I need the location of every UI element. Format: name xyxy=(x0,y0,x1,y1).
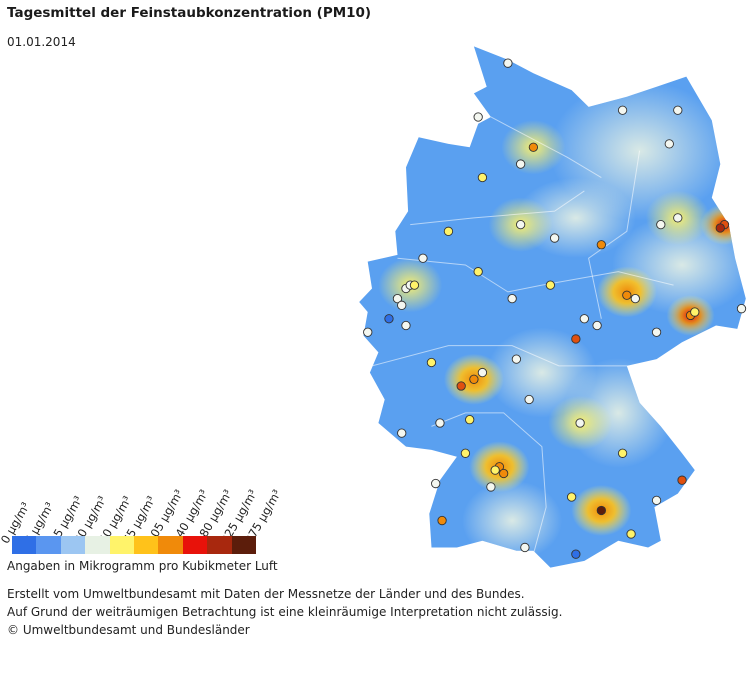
measuring-station xyxy=(515,159,526,169)
measuring-station xyxy=(384,314,394,324)
low-concentration-area xyxy=(462,480,563,561)
measuring-station xyxy=(673,213,683,223)
measuring-station xyxy=(545,280,556,290)
measuring-station xyxy=(592,320,602,331)
measuring-station xyxy=(401,320,411,331)
measuring-station xyxy=(524,394,534,405)
measuring-station xyxy=(736,304,747,314)
legend: 0 µg/m³ 5 µg/m³ 15 µg/m³ 30 µg/m³ 50 µg/m³ 75… xyxy=(0,440,302,570)
state-border xyxy=(410,190,585,226)
color-scale-segment xyxy=(12,536,37,554)
measuring-station xyxy=(426,357,437,368)
measuring-station xyxy=(528,142,539,152)
measuring-station xyxy=(617,448,628,458)
measuring-station xyxy=(575,418,585,428)
measuring-station xyxy=(630,293,640,304)
measuring-station xyxy=(507,293,517,304)
credit-line-3: © Umweltbundesamt und Bundesländer xyxy=(7,623,250,637)
legend-unit: Angaben in Mikrogramm pro Kubikmeter Luf… xyxy=(7,559,278,573)
measuring-station xyxy=(499,468,509,479)
map-title: Tagesmittel der Feinstaubkonzentration (… xyxy=(7,5,372,21)
color-scale-segment xyxy=(109,536,135,554)
measuring-station xyxy=(617,105,628,115)
measuring-station xyxy=(418,253,428,263)
state-border xyxy=(588,150,641,319)
credits: Erstellt vom Umweltbundesamt mit Daten d… xyxy=(7,585,562,639)
measuring-station xyxy=(503,58,513,68)
measuring-station xyxy=(656,219,666,230)
credit-line-2: Auf Grund der weiträumigen Betrachtung i… xyxy=(7,605,563,619)
measuring-station xyxy=(431,478,441,489)
measuring-station xyxy=(469,374,479,384)
germany-map xyxy=(359,46,747,568)
measuring-station xyxy=(511,354,522,364)
color-scale-segment xyxy=(60,536,86,554)
measuring-station xyxy=(549,233,560,243)
measuring-station xyxy=(490,465,500,475)
measuring-station xyxy=(477,367,488,378)
state-border xyxy=(397,257,674,293)
measuring-station xyxy=(622,290,632,300)
map-date: 01.01.2014 xyxy=(7,35,76,49)
measuring-station xyxy=(397,428,407,438)
measuring-station xyxy=(690,307,700,317)
color-scale-segment xyxy=(134,536,159,554)
measuring-station xyxy=(520,542,530,553)
measuring-station xyxy=(443,226,454,236)
color-scale-segment xyxy=(182,536,208,554)
measuring-station xyxy=(566,492,577,502)
measuring-station xyxy=(486,482,496,492)
measuring-station xyxy=(596,240,606,250)
measuring-station xyxy=(651,327,662,337)
color-scale-segment xyxy=(36,536,61,554)
measuring-station xyxy=(435,418,445,428)
measuring-station xyxy=(409,280,420,290)
measuring-station xyxy=(437,515,447,526)
measuring-station xyxy=(626,529,636,539)
measuring-station xyxy=(473,267,483,277)
measuring-station xyxy=(664,139,674,149)
measuring-station xyxy=(571,549,581,559)
color-scale-segment xyxy=(158,536,183,554)
measuring-station xyxy=(456,381,466,391)
measuring-station xyxy=(465,415,475,425)
measuring-station xyxy=(477,172,488,183)
measuring-station xyxy=(515,219,526,230)
measuring-station xyxy=(392,293,403,304)
measuring-station xyxy=(715,223,725,233)
state-border xyxy=(371,345,632,367)
measuring-station xyxy=(579,314,590,324)
color-scale-segment xyxy=(231,536,257,554)
measuring-station xyxy=(673,105,683,115)
measuring-station xyxy=(397,300,407,310)
measuring-station xyxy=(473,112,483,122)
state-border xyxy=(490,116,602,178)
state-border xyxy=(431,412,547,555)
measuring-station xyxy=(460,448,471,458)
measuring-station xyxy=(677,475,687,485)
credit-line-1: Erstellt vom Umweltbundesamt mit Daten d… xyxy=(7,587,525,601)
measuring-station xyxy=(571,334,581,344)
measuring-station xyxy=(651,495,662,506)
color-scale-segment xyxy=(85,536,110,554)
measuring-station xyxy=(363,327,373,337)
measuring-station xyxy=(596,505,606,516)
color-scale-bar xyxy=(12,536,257,554)
color-scale-segment xyxy=(207,536,232,554)
